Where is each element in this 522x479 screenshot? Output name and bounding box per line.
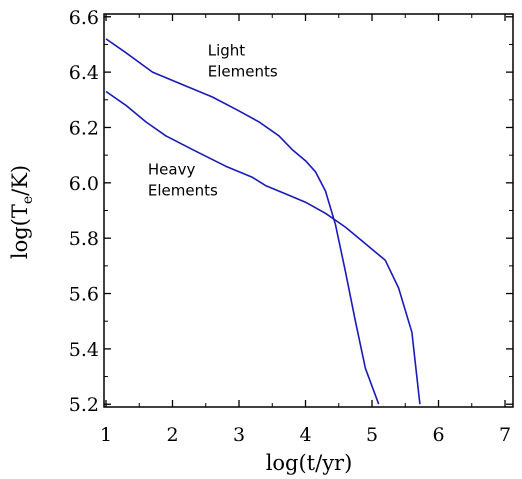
x-axis-title: log(t/yr): [266, 451, 353, 475]
series-lines: [105, 38, 421, 405]
y-tick-label: 6.0: [69, 173, 99, 195]
y-tick-label: 5.8: [69, 228, 99, 250]
y-tick-label: 5.6: [69, 284, 99, 306]
y-tick-label: 6.6: [69, 7, 99, 29]
y-tick-label: 6.2: [69, 117, 99, 139]
annotation-line: Elements: [148, 182, 218, 200]
x-tick-label: 1: [100, 424, 112, 446]
x-tick-label: 7: [499, 424, 511, 446]
y-axis-title-pre: log(T: [8, 204, 32, 259]
tick-labels: 1 2 3 4 5 6 7 5.2 5.4 5.6 5.8 6.0 6.2 6.4 6.6: [69, 7, 511, 446]
plot-frame: [103, 13, 514, 408]
annotation-line: Heavy: [148, 161, 196, 179]
annotation-1: Light Elements: [208, 42, 278, 81]
annotation-line: Light: [208, 42, 246, 60]
y-axis-title-subscript: e: [20, 196, 36, 204]
tick-marks: [104, 14, 513, 407]
y-tick-label: 5.2: [69, 394, 99, 416]
annotations: Light Elements Heavy Elements: [148, 42, 278, 200]
x-tick-label: 5: [366, 424, 378, 446]
x-tick-label: 2: [166, 424, 178, 446]
y-axis-title: log(Te/K): [8, 165, 36, 259]
series-line-2: [105, 90, 421, 405]
y-axis-title-post: /K): [8, 165, 32, 196]
y-tick-label: 6.4: [69, 62, 99, 84]
series-line-1: [105, 38, 380, 405]
annotation-2: Heavy Elements: [148, 161, 218, 200]
y-tick-label: 5.4: [69, 339, 99, 361]
x-tick-label: 6: [432, 424, 444, 446]
x-tick-label: 3: [233, 424, 245, 446]
annotation-line: Elements: [208, 63, 278, 81]
x-tick-label: 4: [299, 424, 311, 446]
